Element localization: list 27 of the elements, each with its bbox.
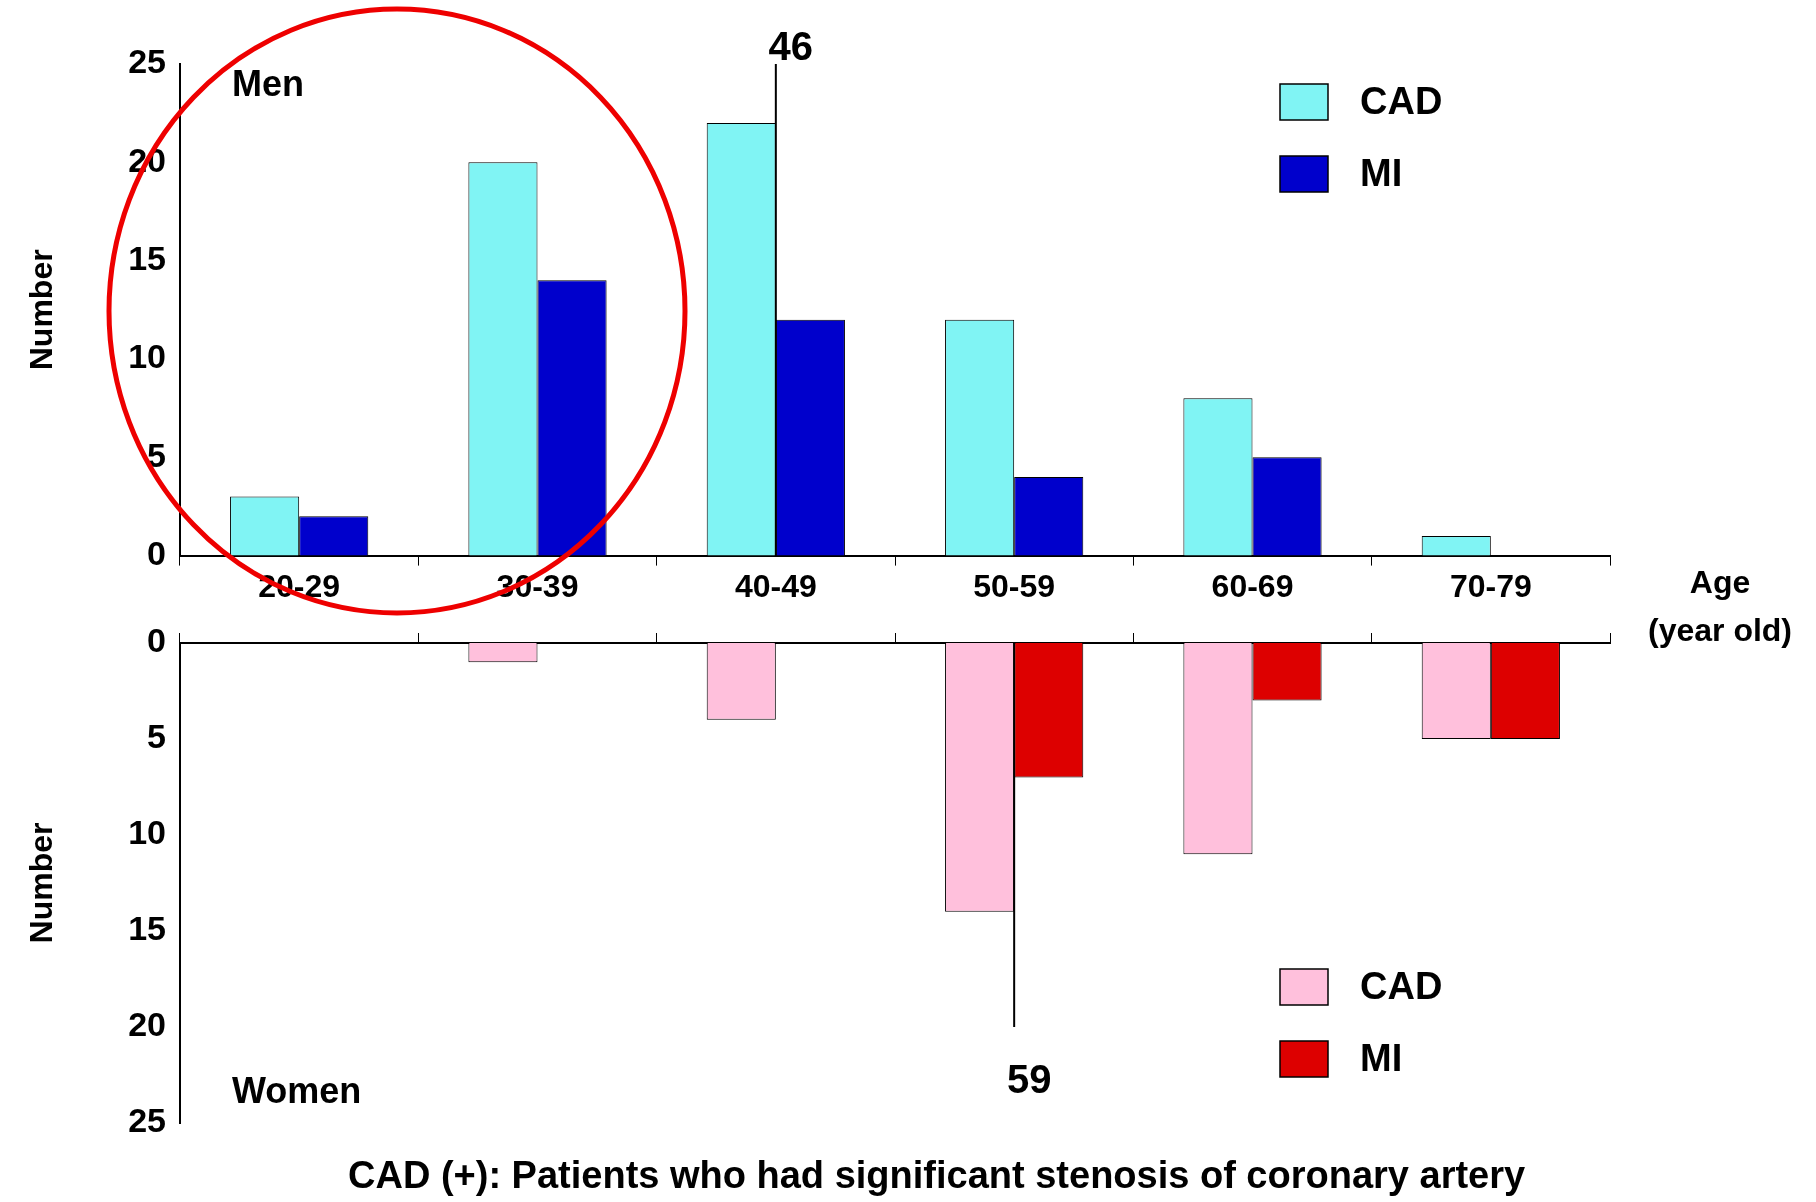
y-axis-title: Number bbox=[23, 249, 60, 371]
ref-line-label: 59 bbox=[1006, 1057, 1052, 1102]
y-tick-label: 15 bbox=[128, 239, 166, 278]
y-tick-label: 10 bbox=[128, 337, 166, 376]
y-axis-title: Number bbox=[23, 822, 60, 944]
x-tick-label: 60-69 bbox=[1211, 567, 1294, 604]
annotation: Men bbox=[232, 62, 304, 104]
y-tick-label: 10 bbox=[128, 813, 166, 852]
annotation: Women bbox=[232, 1069, 362, 1111]
y-tick-label: 0 bbox=[147, 621, 166, 660]
y-tick-label: 15 bbox=[128, 909, 166, 948]
x-tick-label: 50-59 bbox=[973, 567, 1056, 604]
y-tick-label: 25 bbox=[128, 42, 166, 81]
y-tick-label: 20 bbox=[128, 1005, 166, 1044]
legend-label: MI bbox=[1360, 152, 1403, 195]
x-tick-label: 70-79 bbox=[1449, 567, 1532, 604]
y-tick-label: 0 bbox=[147, 533, 166, 572]
legend-label: MI bbox=[1360, 1037, 1403, 1080]
x-tick-label: 40-49 bbox=[734, 567, 817, 604]
legend-label: CAD bbox=[1360, 965, 1443, 1008]
ref-line-label: 46 bbox=[768, 24, 814, 69]
text: CAD (+): Patients who had significant stenosis of coronary artery bbox=[348, 1154, 1526, 1197]
y-tick-label: 5 bbox=[147, 717, 166, 756]
y-tick-label: 5 bbox=[147, 435, 166, 474]
legend-label: CAD bbox=[1360, 80, 1443, 123]
y-tick-label: 25 bbox=[128, 1101, 166, 1140]
x-axis-title: Age (year old) bbox=[1647, 562, 1793, 650]
